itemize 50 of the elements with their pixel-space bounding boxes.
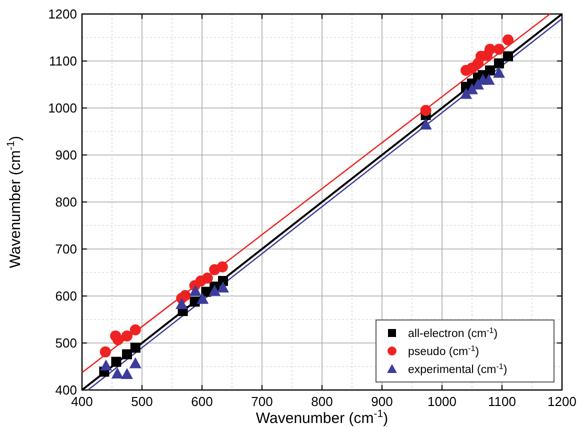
point — [484, 44, 496, 55]
point — [482, 74, 495, 85]
point — [460, 88, 472, 99]
x-tick-label: 700 — [251, 394, 273, 409]
x-tick-label: 500 — [131, 394, 153, 409]
point — [420, 118, 432, 130]
legend-label: all-electron (cm$^{-1}$) — [408, 326, 498, 340]
point — [217, 282, 229, 293]
legend-label: experimental (cm$^{-1}$) — [408, 362, 508, 376]
point — [494, 58, 504, 68]
y-tick-label: 500 — [55, 336, 77, 350]
x-tick-label: 1100 — [488, 394, 516, 409]
x-tick-label: 600 — [191, 394, 213, 409]
x-tick-label: 1000 — [428, 394, 456, 409]
point — [121, 368, 133, 380]
point — [111, 356, 122, 367]
point — [130, 324, 141, 336]
point — [176, 298, 188, 309]
point — [129, 357, 142, 368]
point — [202, 272, 213, 284]
point — [100, 346, 111, 358]
y-tick-label: 1100 — [49, 54, 77, 68]
y-tick-label: 800 — [55, 194, 77, 210]
x-axis-title: Wavenumber (cm$^{-1}$) — [256, 408, 388, 427]
point — [503, 51, 513, 62]
point — [100, 360, 112, 371]
point — [216, 261, 228, 272]
point — [494, 44, 504, 55]
point — [420, 104, 432, 116]
point — [208, 284, 221, 296]
point — [112, 334, 124, 346]
x-tick-label: 800 — [311, 394, 333, 409]
y-tick-label: 1200 — [48, 6, 77, 22]
y-tick-label: 700 — [55, 242, 77, 256]
point — [196, 292, 209, 304]
y-tick-label: 600 — [55, 288, 77, 304]
point — [180, 290, 191, 302]
point — [502, 34, 514, 46]
point — [111, 368, 124, 379]
y-tick-label: 1000 — [48, 100, 77, 116]
x-tick-label: 900 — [371, 394, 393, 409]
x-tick-label: 1200 — [548, 394, 576, 409]
point — [122, 349, 132, 360]
point — [493, 66, 505, 78]
point — [130, 342, 140, 353]
point — [485, 65, 495, 76]
point — [122, 330, 132, 342]
y-tick-label: 900 — [55, 148, 77, 162]
point — [189, 284, 202, 296]
legend-label: pseudo (cm$^{-1}$) — [408, 344, 480, 358]
